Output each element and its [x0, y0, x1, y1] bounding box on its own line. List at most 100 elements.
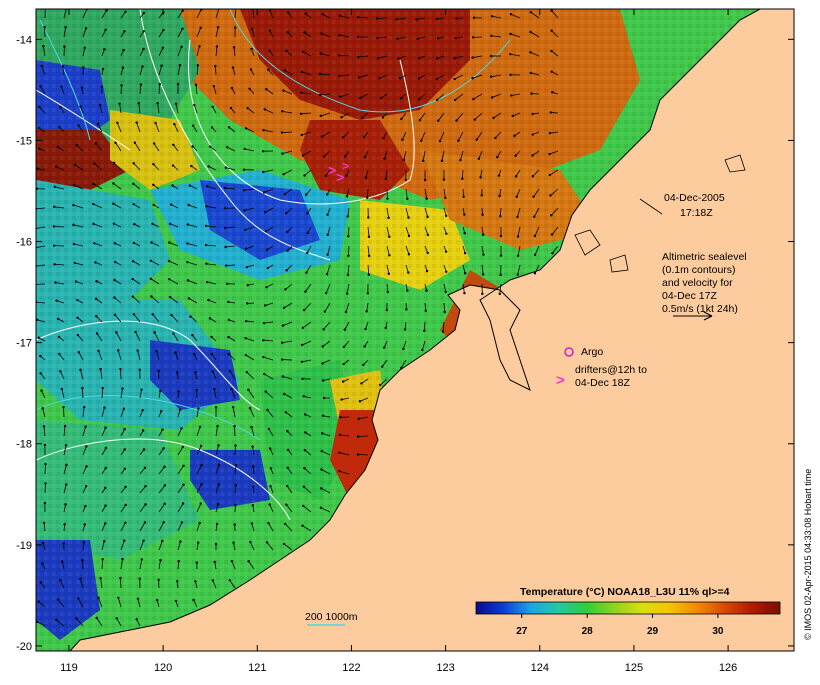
velocity-arrowhead: [172, 144, 174, 146]
velocity-arrowhead: [406, 289, 408, 291]
velocity-arrowhead: [82, 66, 84, 68]
velocity-arrowhead: [216, 45, 218, 47]
velocity-arrowhead: [205, 225, 207, 227]
velocity-arrowhead: [417, 38, 419, 40]
velocity-arrowhead: [342, 380, 344, 382]
velocity-arrowhead: [268, 428, 270, 430]
velocity-arrowhead: [41, 562, 43, 564]
velocity-arrowhead: [301, 344, 303, 346]
velocity-arrowhead: [510, 13, 512, 15]
velocity-arrowhead: [249, 407, 251, 409]
velocity-arrowhead: [368, 236, 370, 238]
velocity-arrowhead: [232, 406, 234, 408]
velocity-arrowhead: [38, 601, 40, 603]
map-area: > > >: [34, 7, 794, 651]
velocity-arrowhead: [463, 213, 465, 215]
velocity-arrowhead: [339, 434, 341, 436]
velocity-arrowhead: [404, 328, 406, 330]
velocity-arrowhead: [510, 94, 512, 96]
velocity-arrowhead: [368, 255, 370, 257]
velocity-arrowhead: [169, 296, 171, 298]
velocity-arrowhead: [509, 53, 511, 55]
velocity-arrowhead: [121, 387, 123, 389]
velocity-arrowhead: [81, 87, 83, 89]
velocity-arrowhead: [152, 184, 154, 186]
velocity-arrowhead: [263, 373, 265, 375]
velocity-arrowhead: [339, 416, 341, 418]
velocity-arrowhead: [549, 174, 551, 176]
velocity-arrowhead: [321, 450, 323, 452]
velocity-arrowhead: [113, 222, 115, 224]
velocity-arrowhead: [83, 406, 85, 408]
velocity-arrowhead: [378, 77, 380, 79]
velocity-arrowhead: [387, 291, 389, 293]
velocity-arrowhead: [498, 174, 500, 176]
velocity-arrowhead: [245, 127, 247, 129]
velocity-arrowhead: [463, 292, 465, 294]
velocity-arrowhead: [482, 253, 484, 255]
velocity-arrowhead: [247, 560, 249, 562]
velocity-arrowhead: [199, 27, 201, 29]
velocity-arrowhead: [246, 371, 248, 373]
velocity-arrowhead: [153, 331, 155, 333]
velocity-arrowhead: [227, 301, 229, 303]
velocity-arrowhead: [44, 482, 46, 484]
velocity-arrowhead: [338, 470, 340, 472]
velocity-arrowhead: [267, 68, 269, 70]
velocity-arrowhead: [357, 56, 359, 58]
velocity-arrowhead: [75, 617, 77, 619]
velocity-arrowhead: [281, 342, 283, 344]
velocity-arrowhead: [471, 56, 473, 58]
velocity-arrowhead: [168, 278, 170, 280]
velocity-arrowhead: [92, 223, 94, 225]
velocity-arrowhead: [77, 334, 79, 336]
velocity-arrowhead: [400, 367, 402, 369]
velocity-arrowhead: [498, 195, 500, 197]
velocity-arrowhead: [287, 467, 289, 469]
lon-tick-label: 121: [248, 662, 266, 674]
velocity-arrowhead: [551, 70, 553, 72]
velocity-arrowhead: [302, 51, 304, 53]
velocity-arrowhead: [364, 328, 366, 330]
velocity-arrowhead: [119, 577, 121, 579]
velocity-arrowhead: [365, 176, 367, 178]
velocity-arrowhead: [388, 235, 390, 237]
velocity-arrowhead: [38, 127, 40, 129]
velocity-arrowhead: [132, 203, 134, 205]
velocity-arrowhead: [140, 83, 142, 85]
velocity-arrowhead: [59, 370, 61, 372]
velocity-arrowhead: [262, 129, 264, 131]
velocity-arrowhead: [499, 215, 501, 217]
velocity-arrowhead: [230, 388, 232, 390]
velocity-arrowhead: [252, 504, 254, 506]
velocity-arrowhead: [515, 175, 517, 177]
velocity-arrowhead: [55, 165, 57, 167]
velocity-arrowhead: [77, 124, 79, 126]
velocity-arrowhead: [250, 426, 252, 428]
velocity-arrowhead: [97, 596, 99, 598]
velocity-arrowhead: [101, 387, 103, 389]
velocity-arrowhead: [77, 597, 79, 599]
velocity-arrowhead: [54, 186, 56, 188]
velocity-arrowhead: [234, 523, 236, 525]
velocity-arrowhead: [455, 119, 457, 121]
velocity-arrowhead: [517, 235, 519, 237]
velocity-arrowhead: [81, 559, 83, 561]
velocity-arrowhead: [225, 264, 227, 266]
velocity-arrowhead: [325, 175, 327, 177]
velocity-arrowhead: [133, 242, 135, 244]
velocity-arrowhead: [79, 578, 81, 580]
velocity-arrowhead: [95, 617, 97, 619]
velocity-arrowhead: [58, 336, 60, 338]
drifter-marker: >: [328, 162, 336, 178]
velocity-arrowhead: [367, 216, 369, 218]
lon-tick-label: 124: [531, 662, 549, 674]
velocity-arrowhead: [150, 241, 152, 243]
velocity-arrowhead: [482, 273, 484, 275]
velocity-arrowhead: [251, 28, 253, 30]
velocity-arrowhead: [281, 110, 283, 112]
velocity-arrowhead: [386, 197, 388, 199]
velocity-arrowhead: [407, 271, 409, 273]
velocity-arrowhead: [340, 116, 342, 118]
velocity-arrowhead: [363, 136, 365, 138]
